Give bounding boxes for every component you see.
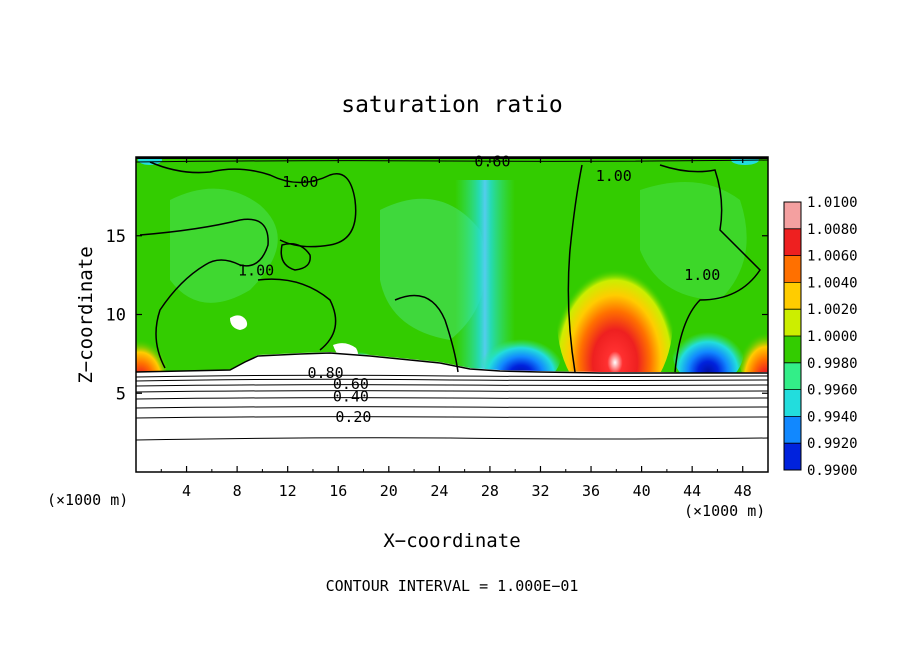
colorbar-label: 1.0040 [807, 275, 858, 291]
contour-line [139, 218, 269, 369]
contour-line [136, 406, 768, 409]
colorbar-swatch [784, 255, 801, 283]
contour-label: 1.00 [282, 173, 318, 191]
contour-line [257, 278, 337, 351]
x-tick-label: 12 [279, 482, 297, 500]
y-axis: 5 10 15 [106, 227, 768, 404]
colorbar-label: 1.0100 [807, 195, 858, 211]
blue-minimum-2 [672, 314, 744, 386]
contour-line [136, 397, 768, 400]
contour-line [394, 294, 459, 373]
contour-interval-note: CONTOUR INTERVAL = 1.000E−01 [326, 577, 579, 595]
x-tick-label: 44 [683, 482, 701, 500]
contour-label: 0.60 [474, 153, 510, 171]
lower-region [136, 352, 768, 472]
colorbar-label: 1.0080 [807, 222, 858, 238]
contour-line [280, 243, 311, 271]
plot-area [136, 157, 768, 472]
contour-line [136, 159, 768, 163]
white-island [230, 315, 248, 330]
colorbar-swatch [784, 309, 801, 337]
x-tick-label: 32 [531, 482, 549, 500]
x-unit-label: (×1000 m) [47, 491, 128, 509]
x-tick-label: 48 [734, 482, 752, 500]
contour-line [136, 374, 768, 378]
x-tick-label: 20 [380, 482, 398, 500]
chart-title: saturation ratio [341, 92, 563, 118]
y-axis-title: Z−coordinate [75, 246, 97, 383]
x-tick-label: 24 [430, 482, 448, 500]
contour-label: 0.80 [308, 364, 344, 382]
contour-label: 1.00 [238, 261, 274, 279]
x-tick-label: 4 [182, 482, 191, 500]
colorbar-swatch [784, 362, 801, 391]
contour-line [136, 390, 768, 393]
x-tick-label: 28 [481, 482, 499, 500]
colorbar-label: 0.9900 [807, 463, 858, 479]
contour-line [149, 161, 357, 248]
colorbar: 1.0100 1.0080 1.0060 1.0040 1.0020 1.0000 0.99… [783, 195, 858, 479]
colorbar-swatch [784, 336, 801, 364]
field-light-patch [640, 182, 747, 300]
contour-label: 0.20 [335, 408, 371, 426]
contour-label: 0.40 [333, 387, 369, 405]
contour-line [136, 416, 768, 419]
colorbar-swatch [784, 443, 801, 471]
colorbar-label: 0.9960 [807, 383, 858, 399]
contour-label: 0.60 [333, 375, 369, 393]
colorbar-swatch [784, 389, 801, 417]
colorbar-label: 0.9920 [807, 436, 858, 452]
x-tick-label: 8 [233, 482, 242, 500]
contour-label: 1.00 [596, 167, 632, 185]
colorbar-swatch [784, 416, 801, 444]
colorbar-swatch [784, 202, 801, 230]
x-axis: 4 8 12 16 20 24 28 32 36 40 44 48 [160, 157, 752, 500]
colorbar-label: 0.9940 [807, 409, 858, 425]
colorbar-swatch [784, 228, 801, 257]
y-tick-label: 10 [106, 306, 126, 326]
x-tick-label: 40 [633, 482, 651, 500]
y-tick-label: 5 [116, 384, 126, 404]
x-tick-label: 36 [582, 482, 600, 500]
contour-line [659, 164, 761, 373]
contour-line [136, 378, 768, 382]
colorbar-label: 1.0060 [807, 249, 858, 265]
contour-label: 1.00 [684, 266, 720, 284]
colorbar-label: 1.0000 [807, 329, 858, 345]
colorbar-swatch [784, 282, 801, 310]
colorbar-label: 1.0020 [807, 302, 858, 318]
red-maximum [557, 235, 673, 405]
contour-line [136, 384, 768, 387]
contour-line [136, 437, 768, 441]
field-light-patch [170, 188, 278, 303]
z-unit-label: (×1000 m) [684, 502, 765, 520]
y-tick-label: 15 [106, 227, 126, 247]
x-tick-label: 16 [329, 482, 347, 500]
contour-line [567, 164, 583, 373]
colorbar-label: 0.9980 [807, 356, 858, 372]
contour-line [136, 352, 768, 374]
x-axis-title: X−coordinate [383, 530, 520, 552]
